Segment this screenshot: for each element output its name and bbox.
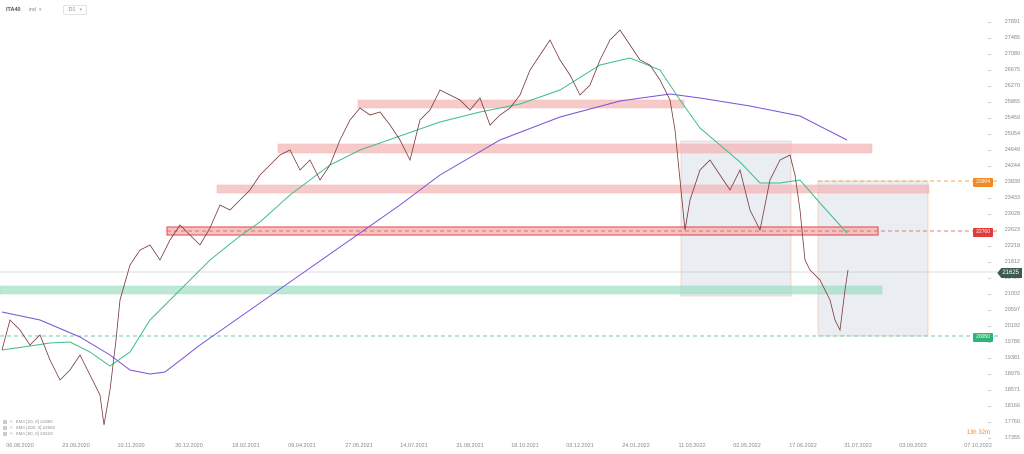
legend-label: SMA [50, 0] 22619 [15, 431, 53, 436]
timeframe-label: D1 [68, 7, 76, 13]
y-tick-label: 25459 [984, 115, 1020, 121]
y-tick-label: 24244 [984, 163, 1020, 169]
close-icon[interactable]: × [10, 419, 13, 424]
settings-icon[interactable] [3, 426, 7, 430]
countdown-h-unit: h [973, 430, 977, 436]
y-tick-label: 26675 [984, 67, 1020, 73]
x-tick-label: 24.01.2022 [622, 443, 650, 449]
indicator-legend: × EMA [20, 0] 21860 × SMA [200, 0] 24982 ×… [3, 419, 55, 437]
legend-label: SMA [200, 0] 24982 [15, 425, 56, 430]
x-tick-label: 27.05.2021 [345, 443, 373, 449]
x-tick-label: 07.10.2022 [964, 443, 992, 449]
legend-item-sma50[interactable]: × SMA [50, 0] 22619 [3, 431, 55, 437]
x-tick-label: 02.05.2022 [733, 443, 761, 449]
projection-box [817, 180, 929, 337]
x-tick-label: 31.07.2022 [844, 443, 872, 449]
x-tick-label: 10.11.2020 [117, 443, 145, 449]
x-tick-label: 31.08.2021 [456, 443, 484, 449]
y-tick-label: 18166 [984, 403, 1020, 409]
x-tick-label: 14.07.2021 [400, 443, 428, 449]
current-price-tag: 21625 [997, 268, 1022, 278]
y-tick-label: 20597 [984, 307, 1020, 313]
y-tick-label: 27891 [984, 19, 1020, 25]
y-tick-label: 27080 [984, 51, 1020, 57]
close-icon[interactable]: × [10, 431, 13, 436]
y-tick-label: 21812 [984, 259, 1020, 265]
orange-level-tag: 23904 [973, 178, 993, 187]
green-level-tag: 20050 [973, 333, 993, 342]
countdown-m-unit: m [985, 430, 990, 436]
red-level-tag: 22760 [973, 228, 993, 237]
y-tick-label: 21407 [984, 275, 1020, 281]
mode-dropdown[interactable]: ind ▾ [29, 7, 42, 13]
y-tick-label: 23433 [984, 195, 1020, 201]
countdown-minutes: 32 [978, 430, 985, 436]
y-tick-label: 21002 [984, 291, 1020, 297]
symbol-label[interactable]: ITA40 [6, 7, 21, 13]
y-tick-label: 20192 [984, 323, 1020, 329]
y-tick-label: 23028 [984, 211, 1020, 217]
y-tick-label: 19786 [984, 339, 1020, 345]
x-tick-label: 11.03.2022 [678, 443, 706, 449]
resistance-zone-3 [216, 184, 930, 194]
x-tick-label: 03.09.2022 [899, 443, 927, 449]
y-tick-label: 24649 [984, 147, 1020, 153]
y-tick-label: 18976 [984, 371, 1020, 377]
y-tick-label: 19381 [984, 355, 1020, 361]
chart-toolbar: ITA40 ind ▾ D1 ▾ [6, 4, 87, 16]
mode-label: ind [28, 7, 36, 13]
settings-icon[interactable] [3, 432, 7, 436]
timeframe-dropdown[interactable]: D1 ▾ [63, 5, 87, 15]
x-tick-label: 09.04.2021 [288, 443, 316, 449]
y-tick-label: 22218 [984, 243, 1020, 249]
x-tick-label: 18.02.2021 [232, 443, 260, 449]
y-tick-label: 26270 [984, 83, 1020, 89]
x-tick-label: 03.12.2021 [566, 443, 594, 449]
x-tick-label: 17.06.2022 [789, 443, 817, 449]
support-zone [0, 285, 883, 295]
chevron-down-icon: ▾ [79, 7, 82, 13]
x-tick-label: 23.09.2020 [62, 443, 90, 449]
resistance-zone-2 [277, 143, 873, 154]
settings-icon[interactable] [3, 420, 7, 424]
y-tick-label: 18571 [984, 387, 1020, 393]
price-path [1, 29, 849, 426]
legend-item-ema20[interactable]: × EMA [20, 0] 21860 [3, 419, 55, 425]
x-tick-label: 18.10.2021 [511, 443, 539, 449]
countdown-hours: 13 [966, 430, 974, 436]
y-tick-label: 27485 [984, 35, 1020, 41]
x-tick-label: 30.12.2020 [175, 443, 203, 449]
sma50-line [1, 57, 848, 367]
candle-countdown: 13h 32m [967, 430, 990, 436]
measured-box-1 [680, 140, 792, 297]
close-icon[interactable]: × [10, 425, 13, 430]
y-tick-label: 17355 [984, 435, 1020, 441]
y-tick-label: 17760 [984, 419, 1020, 425]
x-tick-label: 06.08.2020 [6, 443, 34, 449]
y-tick-label: 25054 [984, 131, 1020, 137]
legend-item-sma200[interactable]: × SMA [200, 0] 24982 [3, 425, 55, 431]
sma200-line [1, 93, 848, 375]
legend-label: EMA [20, 0] 21860 [15, 419, 53, 424]
chevron-down-icon: ▾ [38, 7, 42, 13]
y-tick-label: 25865 [984, 99, 1020, 105]
